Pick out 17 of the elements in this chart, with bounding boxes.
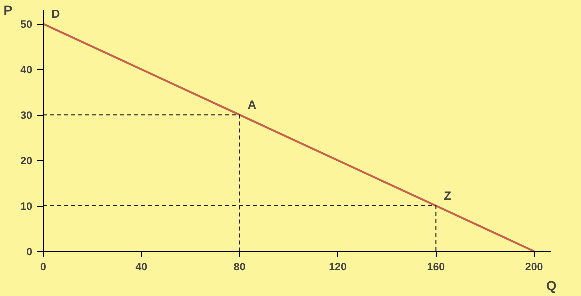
y-tick-label: 10 xyxy=(20,201,33,214)
y-tick-label: 30 xyxy=(20,110,33,122)
x-tick-label: 160 xyxy=(427,262,446,274)
x-tick-label: 0 xyxy=(40,262,47,274)
x-tick-label: 80 xyxy=(234,262,246,274)
y-tick-label: 50 xyxy=(20,19,33,32)
x-tick-label: 200 xyxy=(525,262,544,274)
y-tick-label: 40 xyxy=(20,64,33,77)
y-axis-title: P xyxy=(4,3,13,18)
y-tick-label: 20 xyxy=(20,156,33,168)
x-tick-label: 120 xyxy=(329,262,347,274)
annotation: Z xyxy=(444,189,452,204)
y-tick-label: 0 xyxy=(26,246,33,258)
x-axis-title: Q xyxy=(546,278,557,294)
annotation: A xyxy=(248,98,257,112)
line-series xyxy=(44,23,536,252)
x-tick-label: 40 xyxy=(136,262,148,274)
